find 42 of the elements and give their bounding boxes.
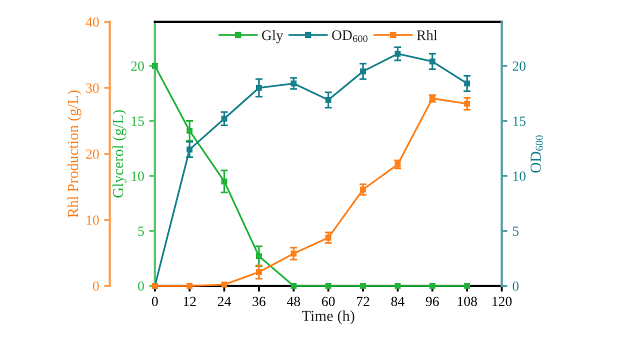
y3-axis-title: Rhl Production (g/L): [67, 90, 82, 218]
point: [464, 282, 470, 289]
y2-tick-label: 20: [512, 61, 526, 71]
x-tick-label: 12: [184, 296, 196, 306]
x-axis-title: Time (h): [302, 310, 354, 324]
x-tick-label: 48: [286, 296, 300, 306]
y3-tick-label: 20: [86, 149, 99, 159]
x-tick-label: 60: [322, 296, 335, 306]
y-tick-label: 10: [132, 171, 144, 181]
point: [325, 282, 332, 289]
legend-label: Rhl: [416, 30, 438, 40]
y3-tick-label: 10: [86, 215, 99, 225]
y2-tick-label: 10: [513, 171, 526, 181]
y2-tick-label: 5: [512, 226, 519, 236]
point: [221, 282, 228, 288]
y-axis-title: Glycerol (g/L): [112, 110, 126, 198]
y2-tick-label: 0: [512, 282, 519, 291]
y-tick-label: 15: [132, 116, 144, 126]
point: [394, 282, 401, 289]
y3-tick-label: 40: [86, 17, 99, 27]
point: [152, 62, 158, 69]
point: [290, 282, 297, 289]
y-tick-label: 5: [138, 226, 144, 236]
point: [186, 282, 193, 289]
legend-label: OD$_{600}$: [332, 30, 368, 42]
y2-tick-label: 15: [513, 116, 526, 126]
x-tick-label: 72: [356, 296, 370, 306]
y-tick-label: 0: [138, 282, 144, 291]
x-tick-label: 36: [252, 296, 266, 306]
x-tick-label: 0: [152, 296, 158, 306]
y3-tick-label: 0: [92, 282, 99, 291]
y-tick-label: 20: [131, 61, 144, 71]
legend-label: Gly: [262, 30, 284, 44]
x-tick-label: 108: [458, 296, 477, 306]
y3-tick-label: 30: [86, 83, 99, 93]
y2-axis-title: OD$_{600}$: [530, 135, 543, 173]
point: [360, 282, 366, 289]
point: [429, 282, 436, 289]
x-tick-label: 96: [426, 296, 439, 306]
x-tick-label: 24: [218, 296, 231, 306]
x-tick-label: 120: [492, 296, 512, 306]
x-tick-label: 84: [391, 296, 404, 306]
